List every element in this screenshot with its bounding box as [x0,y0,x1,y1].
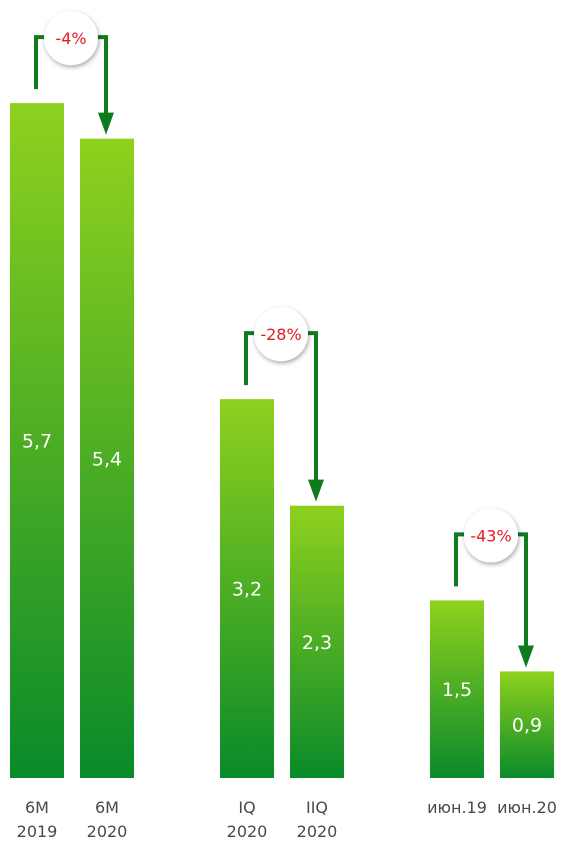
bar-value-label-0: 5,7 [22,431,52,453]
category-tick-label-2: IQ 2020 [227,798,268,841]
change-badge-2 [464,508,518,563]
value-labels: 5,7 5,4 3,2 2,3 1,5 0,9 [22,431,542,737]
change-arrow-head-1 [308,479,324,502]
change-indicator-1: -28% [244,307,324,502]
change-indicator-2: -43% [454,508,534,668]
bar-2 [220,399,274,778]
change-badge-label-1: -28% [260,325,301,344]
category-tick-label-0: 6M 2019 [17,798,58,841]
bar-value-label-1: 5,4 [92,448,122,470]
bar-value-label-5: 0,9 [512,715,542,737]
category-tick-label-3: IIQ 2020 [297,798,338,841]
change-badge-0 [44,11,98,66]
change-badge-label-2: -43% [470,526,511,545]
bar-1 [80,138,134,778]
category-tick-label-1: 6M 2020 [87,798,128,841]
change-arrow-head-0 [98,112,114,135]
category-tick-label-4: июн.19 [427,798,487,817]
bar-value-label-3: 2,3 [302,632,332,654]
bar-value-label-2: 3,2 [232,579,262,601]
category-tick-label-5: июн.20 [497,798,557,817]
bar-3 [290,505,344,778]
bars [10,103,554,779]
bar-0 [10,103,64,779]
category-ticks: 6M 2019 6M 2020 IQ 2020 IIQ 2020 июн.19 июн.20 [17,798,557,841]
change-badge-1 [254,307,308,362]
change-indicator-0: -4% [34,11,114,135]
change-badge-label-0: -4% [55,29,86,48]
bar-5 [500,671,554,778]
change-arrow-head-2 [518,645,534,668]
bar-value-label-4: 1,5 [442,679,472,701]
bar-4 [430,600,484,778]
change-arrows: -4% -28% -43% [34,11,534,668]
